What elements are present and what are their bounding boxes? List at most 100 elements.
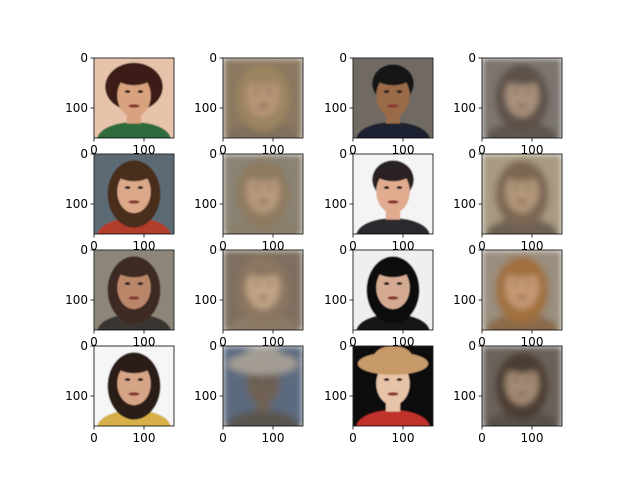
axes-frame (352, 153, 434, 235)
y-tick-label: 0 (339, 147, 347, 161)
y-tick-label: 0 (339, 51, 347, 65)
axis-ticks: 0 100 0 100 (324, 147, 414, 253)
axes-frame (222, 345, 304, 427)
x-tick-label: 100 (521, 335, 544, 349)
x-tick-label: 0 (478, 143, 486, 157)
face-reconstruction (482, 250, 562, 330)
x-tick-label: 100 (262, 143, 285, 157)
axis-ticks: 0 100 0 100 (194, 51, 284, 157)
x-tick-label: 0 (478, 239, 486, 253)
axis-ticks: 0 100 0 100 (65, 51, 155, 157)
panel-r1-c4: 0 100 0 100 (453, 51, 563, 157)
x-tick-label: 100 (133, 431, 156, 445)
axes-frame (481, 153, 563, 235)
face-photo (94, 58, 174, 138)
face-photo (94, 346, 174, 426)
y-tick-label: 0 (339, 243, 347, 257)
x-tick-label: 100 (392, 431, 415, 445)
face-reconstruction (223, 250, 303, 330)
x-tick-label: 0 (219, 335, 227, 349)
panel-r4-c2: 0 100 0 100 (194, 339, 304, 445)
face-reconstruction (223, 154, 303, 234)
x-tick-label: 100 (521, 143, 544, 157)
axes-frame (352, 57, 434, 139)
panel-r3-c4: 0 100 0 100 (453, 243, 563, 349)
x-tick-label: 100 (392, 143, 415, 157)
face-photo (353, 154, 433, 234)
axis-ticks: 0 100 0 100 (453, 147, 543, 253)
face-photo (353, 346, 433, 426)
face-photo (353, 58, 433, 138)
y-tick-label: 100 (194, 389, 217, 403)
x-tick-label: 0 (90, 239, 98, 253)
axes-frame (481, 345, 563, 427)
x-tick-label: 0 (219, 239, 227, 253)
x-tick-label: 0 (219, 431, 227, 445)
axes-frame (93, 249, 175, 331)
panel-r2-c2: 0 100 0 100 (194, 147, 304, 253)
axis-ticks: 0 100 0 100 (324, 243, 414, 349)
x-tick-label: 100 (133, 239, 156, 253)
axes-frame (93, 345, 175, 427)
x-tick-label: 100 (392, 239, 415, 253)
face-reconstruction (223, 346, 303, 426)
axis-ticks: 0 100 0 100 (453, 51, 543, 157)
y-tick-label: 100 (453, 197, 476, 211)
y-tick-label: 100 (194, 293, 217, 307)
face-photo (353, 250, 433, 330)
y-tick-label: 100 (65, 293, 88, 307)
axes-frame (222, 57, 304, 139)
panel-r3-c3: 0 100 0 100 (324, 243, 434, 349)
panel-r2-c3: 0 100 0 100 (324, 147, 434, 253)
axis-ticks: 0 100 0 100 (65, 243, 155, 349)
face-reconstruction (482, 58, 562, 138)
x-tick-label: 100 (521, 431, 544, 445)
y-tick-label: 0 (80, 339, 88, 353)
panel-r3-c2: 0 100 0 100 (194, 243, 304, 349)
y-tick-label: 0 (468, 339, 476, 353)
panel-r2-c4: 0 100 0 100 (453, 147, 563, 253)
panel-r4-c4: 0 100 0 100 (453, 339, 563, 445)
x-tick-label: 0 (349, 335, 357, 349)
image-grid: 0 100 0 100 0 100 0 100 0 100 0 100 0 100 0 100 0 100 0 100… (65, 51, 563, 445)
y-tick-label: 100 (65, 389, 88, 403)
axes-frame (93, 57, 175, 139)
y-tick-label: 0 (209, 339, 217, 353)
x-tick-label: 100 (392, 335, 415, 349)
x-tick-label: 100 (521, 239, 544, 253)
axis-ticks: 0 100 0 100 (194, 339, 284, 445)
panel-r4-c1: 0 100 0 100 (65, 339, 175, 445)
face-photo (94, 154, 174, 234)
x-tick-label: 0 (349, 239, 357, 253)
y-tick-label: 0 (468, 147, 476, 161)
panel-r1-c1: 0 100 0 100 (65, 51, 175, 157)
face-reconstruction (482, 154, 562, 234)
y-tick-label: 100 (324, 101, 347, 115)
panel-r1-c3: 0 100 0 100 (324, 51, 434, 157)
y-tick-label: 0 (80, 51, 88, 65)
panel-r1-c2: 0 100 0 100 (194, 51, 304, 157)
x-tick-label: 100 (262, 431, 285, 445)
y-tick-label: 0 (209, 243, 217, 257)
y-tick-label: 100 (65, 101, 88, 115)
y-tick-label: 100 (324, 197, 347, 211)
axis-ticks: 0 100 0 100 (453, 339, 543, 445)
x-tick-label: 0 (90, 335, 98, 349)
axis-ticks: 0 100 0 100 (324, 339, 414, 445)
x-tick-label: 100 (262, 239, 285, 253)
x-tick-label: 0 (90, 143, 98, 157)
panel-r3-c1: 0 100 0 100 (65, 243, 175, 349)
axis-ticks: 0 100 0 100 (194, 243, 284, 349)
axis-ticks: 0 100 0 100 (194, 147, 284, 253)
x-tick-label: 100 (262, 335, 285, 349)
y-tick-label: 100 (324, 389, 347, 403)
x-tick-label: 100 (133, 143, 156, 157)
panel-r2-c1: 0 100 0 100 (65, 147, 175, 253)
x-tick-label: 100 (133, 335, 156, 349)
y-tick-label: 0 (468, 51, 476, 65)
y-tick-label: 0 (209, 147, 217, 161)
axis-ticks: 0 100 0 100 (324, 51, 414, 157)
axis-ticks: 0 100 0 100 (453, 243, 543, 349)
panel-r4-c3: 0 100 0 100 (324, 339, 434, 445)
face-reconstruction (223, 58, 303, 138)
